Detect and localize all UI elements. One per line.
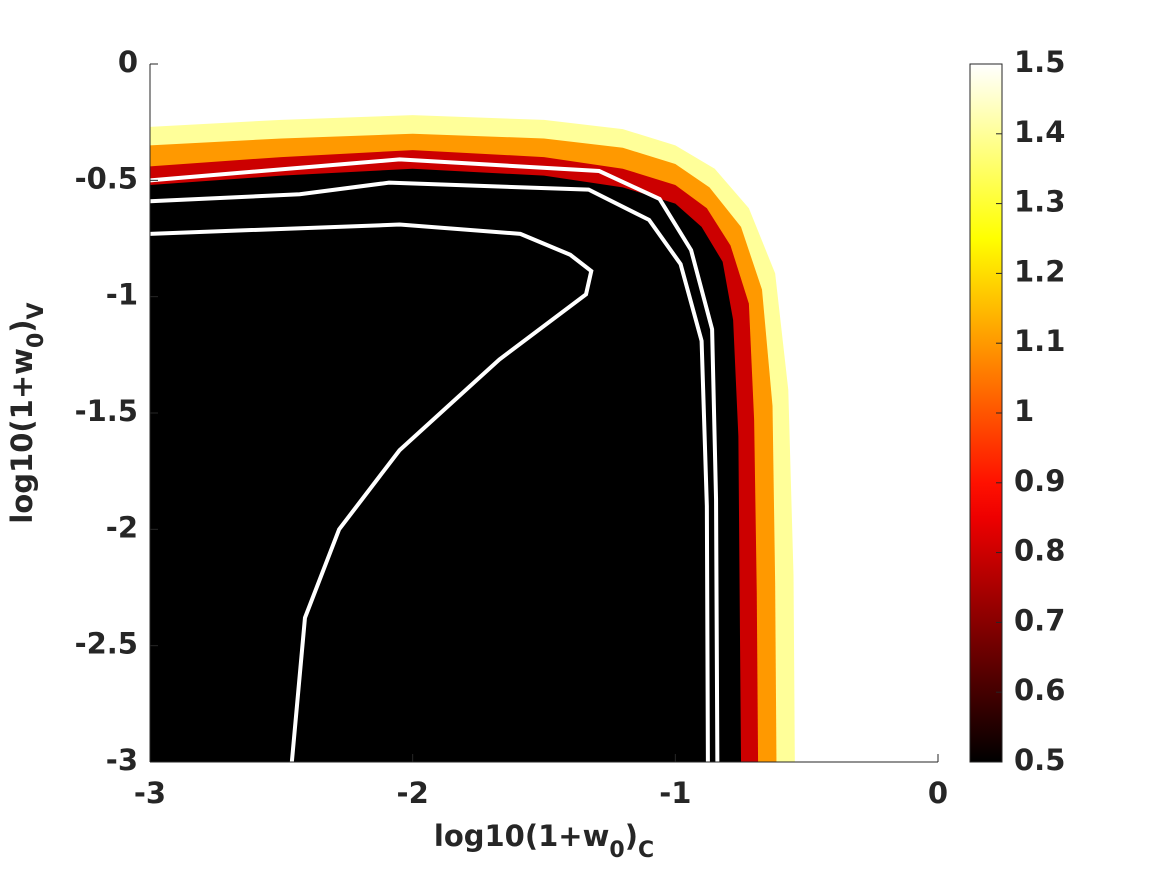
plot-area bbox=[150, 115, 795, 762]
y-tick-label: -2 bbox=[106, 510, 138, 544]
contour-line bbox=[150, 180, 710, 762]
colorbar-tick-label: 0.9 bbox=[1014, 464, 1065, 498]
label-part: C bbox=[638, 838, 654, 863]
label-part: V bbox=[24, 302, 49, 319]
colorbar-tick-label: 0.8 bbox=[1014, 534, 1065, 568]
contour-line bbox=[150, 222, 594, 762]
y-tick-label: -3 bbox=[106, 743, 138, 777]
x-axis-label: log10(1+w0)C bbox=[434, 819, 654, 863]
x-tick-label: -1 bbox=[659, 776, 691, 810]
y-tick-label: -1 bbox=[106, 278, 138, 312]
colorbar-tick-label: 1.3 bbox=[1014, 185, 1065, 219]
colorbar-tick-label: 1.4 bbox=[1014, 115, 1065, 149]
colorbar-tick-label: 1.5 bbox=[1014, 45, 1065, 79]
y-tick-label: -0.5 bbox=[75, 161, 138, 195]
x-tick-label: -2 bbox=[397, 776, 429, 810]
y-axis-label: log10(1+w0)V bbox=[5, 302, 49, 523]
label-part: 0 bbox=[609, 838, 624, 863]
x-tick-label: -3 bbox=[134, 776, 166, 810]
label-part: log10(1+w bbox=[434, 819, 610, 853]
contour-line bbox=[150, 157, 720, 762]
colorbar-tick-label: 0.6 bbox=[1014, 673, 1065, 707]
y-tick-label: -1.5 bbox=[75, 394, 138, 428]
label-part: 0 bbox=[24, 333, 49, 348]
colorbar-tick-label: 1.1 bbox=[1014, 324, 1065, 358]
label-part: log10(1+w bbox=[5, 348, 39, 524]
colorbar-tick-label: 0.5 bbox=[1014, 743, 1065, 777]
label-part: ) bbox=[625, 819, 638, 853]
colorbar-tick-label: 0.7 bbox=[1014, 603, 1065, 637]
label-part: ) bbox=[5, 319, 39, 332]
x-tick-label: 0 bbox=[928, 776, 948, 810]
filled-level bbox=[150, 168, 741, 762]
y-tick-label: 0 bbox=[118, 45, 138, 79]
colorbar-tick-label: 1.2 bbox=[1014, 254, 1065, 288]
colorbar-tick-label: 1 bbox=[1014, 394, 1034, 428]
y-tick-label: -2.5 bbox=[75, 627, 138, 661]
